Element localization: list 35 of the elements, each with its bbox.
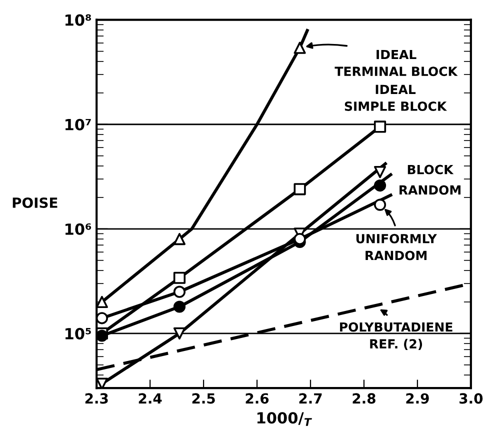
annotation: IDEAL TERMINAL BLOCK: [334, 50, 458, 76]
point: [96, 312, 108, 324]
point: [173, 286, 186, 298]
x-tick-label: 2.6: [246, 393, 269, 404]
annotation: POLYBUTADIENE REF. (2): [340, 322, 452, 350]
point: [96, 378, 108, 388]
point: [294, 183, 306, 196]
annotation: UNIFORMLY RANDOM: [356, 234, 437, 260]
point: [374, 198, 386, 211]
x-tick-label: 2.7: [299, 393, 322, 404]
y-tick-label: 10⁸: [66, 14, 91, 26]
annotation: BLOCK: [408, 164, 454, 174]
x-tick-label: 2.4: [138, 393, 162, 404]
x-tick-label: 2.5: [192, 393, 215, 404]
x-tick-label: 2.9: [406, 393, 429, 404]
point: [96, 296, 108, 308]
point: [374, 166, 386, 178]
x-tick-label: 2.3: [85, 393, 108, 404]
point: [374, 179, 386, 192]
annotation: IDEAL SIMPLE BLOCK: [344, 84, 447, 111]
point: [173, 272, 186, 284]
point: [173, 327, 186, 340]
point: [294, 42, 306, 54]
point: [96, 330, 108, 342]
point: [374, 120, 386, 133]
y-tick-label: 10⁶: [66, 223, 92, 235]
x-tick-label: 3.0: [460, 393, 483, 404]
point: [173, 300, 186, 313]
x-tick-label: 2.8: [352, 393, 376, 404]
y-axis-title: POISE: [12, 197, 58, 208]
y-tick-label: 10⁵: [66, 328, 91, 340]
point: [173, 232, 186, 246]
annotation: RANDOM: [400, 185, 460, 195]
y-tick-label: 10⁷: [66, 118, 91, 130]
x-axis-title: 1000/$_{T}$: [257, 412, 312, 426]
